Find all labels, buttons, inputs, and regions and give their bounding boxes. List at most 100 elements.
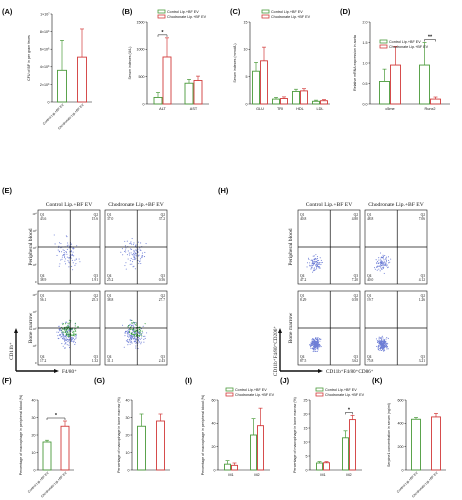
event-dot	[130, 248, 132, 250]
quadrant-value: 4.80	[352, 217, 358, 221]
quadrant-name: Q3	[94, 355, 99, 359]
event-dot	[316, 341, 318, 343]
event-dot	[142, 332, 144, 334]
event-dot	[319, 267, 321, 269]
event-dot	[381, 263, 384, 265]
y-tick-label: 5	[306, 454, 308, 458]
event-dot	[130, 248, 133, 250]
event-dot	[74, 333, 76, 335]
event-dot	[65, 341, 67, 343]
event-dot	[389, 261, 391, 263]
event-dot	[68, 336, 70, 338]
event-dot	[316, 258, 318, 260]
event-dot	[313, 342, 315, 344]
quadrant-name: Q4	[300, 274, 305, 278]
event-dot	[311, 260, 313, 262]
event-dot	[65, 251, 67, 253]
x-tick-label: M1	[228, 473, 233, 477]
event-dot	[135, 249, 137, 251]
event-dot	[72, 337, 75, 339]
quadrant-name: Q4	[107, 274, 112, 278]
event-dot	[316, 263, 318, 265]
event-dot	[309, 262, 311, 264]
event-dot	[379, 266, 382, 268]
event-dot	[384, 261, 386, 263]
bar	[419, 64, 430, 105]
event-dot	[133, 252, 135, 255]
y-tick-label: 20	[126, 433, 130, 437]
event-dot	[67, 334, 69, 336]
event-dot	[386, 348, 388, 350]
event-dot	[58, 242, 61, 244]
event-dot	[137, 259, 139, 262]
quadrant-value: 3.21	[419, 359, 425, 363]
legend-label: Chodronate Lip.+BF EV	[389, 45, 429, 49]
event-dot	[313, 350, 315, 352]
event-dot	[134, 268, 136, 270]
event-dot	[73, 340, 75, 342]
event-dot	[124, 240, 126, 242]
event-dot	[384, 350, 386, 352]
event-dot	[63, 332, 65, 334]
event-dot	[135, 250, 137, 252]
event-dot	[68, 335, 70, 337]
event-dot	[309, 343, 311, 345]
y-axis-label: Percentage of macrophage in peripheral b…	[19, 395, 23, 476]
y-tick-label: 15	[304, 426, 308, 430]
event-dot	[383, 344, 386, 346]
event-dot	[125, 340, 127, 342]
x-tick-label: TRI	[277, 107, 283, 111]
event-dot	[315, 345, 317, 347]
event-dot	[72, 336, 74, 338]
event-dot	[380, 337, 382, 339]
event-dot	[130, 341, 133, 343]
event-dot	[75, 336, 77, 338]
event-dot	[59, 263, 61, 265]
event-dot	[74, 343, 76, 346]
panel-letter: (A)	[2, 7, 13, 16]
event-dot	[132, 266, 134, 268]
event-dot	[129, 328, 131, 330]
event-dot	[380, 340, 382, 342]
event-dot	[139, 334, 141, 337]
column-title: Chodronate Lip.+BF EV	[368, 202, 424, 208]
event-dot	[314, 350, 316, 352]
quadrant-value: 17.2	[40, 359, 46, 363]
panel-letter: (C)	[230, 7, 241, 16]
y-tick-label: 2×10⁶	[40, 83, 50, 87]
event-dot	[125, 330, 128, 333]
event-dot	[320, 263, 322, 266]
event-dot	[312, 339, 314, 341]
event-dot	[130, 326, 132, 328]
event-dot	[315, 343, 317, 345]
event-dot	[383, 259, 385, 261]
event-dot	[316, 350, 318, 352]
event-dot	[379, 348, 381, 350]
event-dot	[385, 260, 388, 262]
event-dot	[136, 342, 138, 344]
y-tick-label: 400	[398, 422, 404, 426]
significance-mark: *	[161, 30, 164, 36]
y-axis-label: Relative mRNA expression in aorta	[353, 35, 357, 91]
legend-swatch	[157, 14, 166, 19]
event-dot	[56, 254, 58, 257]
event-dot	[67, 335, 69, 337]
event-dot	[131, 323, 133, 325]
event-dot	[124, 250, 126, 252]
panel-letter: (E)	[2, 186, 13, 195]
event-dot	[383, 339, 385, 341]
y-tick-label: 10⁴	[32, 212, 37, 216]
y-tick-label: 10	[244, 48, 248, 52]
quadrant-name: Q3	[354, 355, 359, 359]
bar	[77, 56, 87, 103]
event-dot	[387, 337, 389, 340]
quadrant-value: 25.2	[107, 278, 113, 282]
event-dot	[320, 338, 322, 340]
bar	[260, 60, 268, 105]
event-dot	[127, 344, 129, 346]
quadrant-name: Q1	[107, 213, 112, 217]
event-dot	[318, 262, 320, 264]
event-dot	[315, 254, 317, 256]
event-dot	[129, 330, 131, 332]
